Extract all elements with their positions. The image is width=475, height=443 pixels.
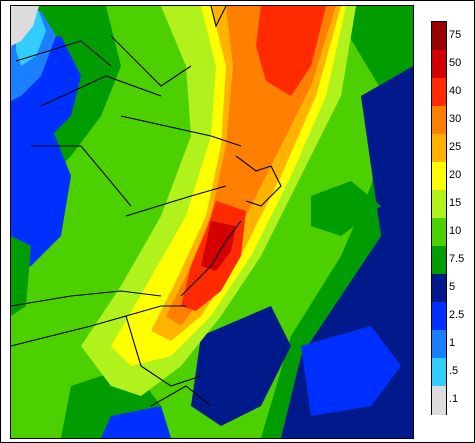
- precipitation-map: [11, 6, 413, 438]
- legend-swatch: [432, 162, 446, 191]
- region-nw-gray: [11, 6, 39, 46]
- legend-swatch: [432, 386, 446, 415]
- legend-label: .5: [449, 365, 459, 377]
- legend-swatch: [432, 330, 446, 359]
- color-legend: 75 50 40 30 25 20 15 10 7.5 5 2.5 1 .5 .1: [431, 21, 467, 416]
- core-red-north: [256, 6, 326, 96]
- legend-label: 40: [449, 85, 462, 97]
- region-southeast-blue: [301, 326, 401, 416]
- legend-label: 1: [449, 337, 456, 349]
- region-south-navy: [191, 306, 291, 426]
- map-panel[interactable]: [10, 5, 414, 439]
- legend-label: 15: [449, 197, 462, 209]
- legend-label: 25: [449, 141, 462, 153]
- legend-label: 5: [449, 281, 456, 293]
- legend-swatch: [432, 358, 446, 387]
- legend-swatch: [432, 50, 446, 79]
- legend-swatch: [432, 302, 446, 331]
- legend-label: 10: [449, 225, 462, 237]
- legend-label: 75: [449, 29, 462, 41]
- legend-swatch: [432, 274, 446, 303]
- region-west-darkgreen: [11, 236, 31, 316]
- legend-label: .1: [449, 393, 459, 405]
- legend-swatch: [432, 134, 446, 163]
- legend-swatch: [432, 106, 446, 135]
- legend-label: 7.5: [449, 253, 465, 265]
- legend-swatch: [432, 246, 446, 275]
- legend-label: 30: [449, 113, 462, 125]
- legend-bar: [431, 21, 447, 415]
- region-west-blue: [11, 126, 71, 276]
- region-east-green-patch: [311, 181, 381, 236]
- boundary-lines: [11, 6, 282, 407]
- legend-swatch: [432, 22, 446, 51]
- core-darkred-south: [201, 221, 236, 271]
- legend-label: 20: [449, 169, 462, 181]
- legend-label: 2.5: [449, 309, 465, 321]
- region-sw-blue: [101, 406, 171, 438]
- legend-swatch: [432, 190, 446, 219]
- legend-swatch: [432, 78, 446, 107]
- legend-swatch: [432, 218, 446, 247]
- legend-label: 50: [449, 57, 462, 69]
